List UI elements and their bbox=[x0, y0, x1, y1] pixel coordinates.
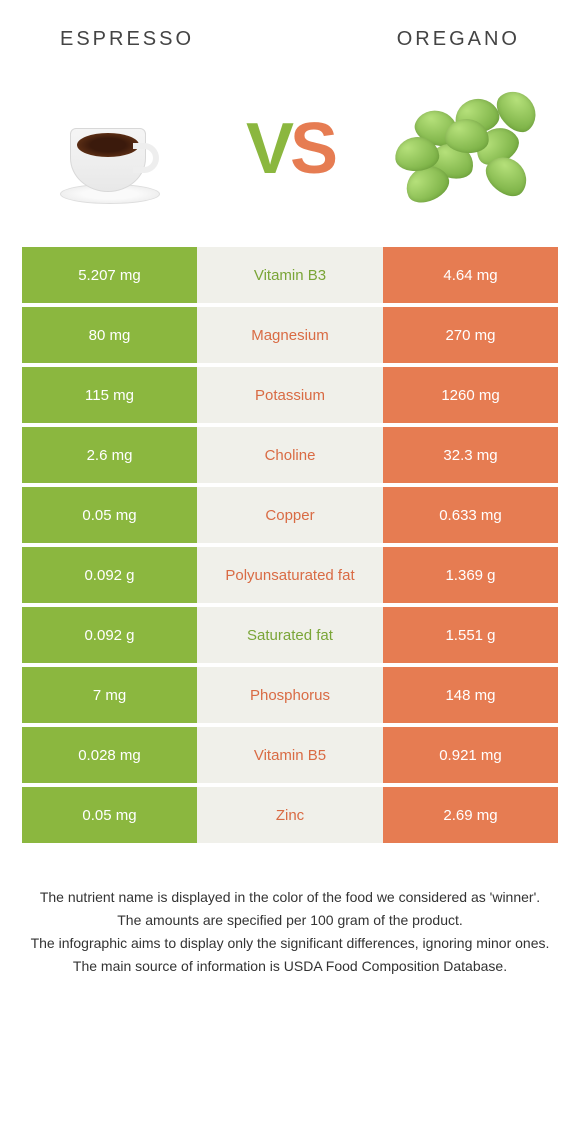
nutrient-row: 2.6 mgCholine32.3 mg bbox=[22, 427, 558, 483]
vs-s-letter: S bbox=[290, 108, 334, 190]
left-value-cell: 5.207 mg bbox=[22, 247, 197, 303]
coffee-icon bbox=[77, 133, 139, 157]
handle-icon bbox=[133, 143, 159, 173]
footer-line: The main source of information is USDA F… bbox=[30, 956, 550, 977]
nutrient-label-cell: Magnesium bbox=[197, 307, 383, 363]
footer-line: The nutrient name is displayed in the co… bbox=[30, 887, 550, 908]
nutrient-row: 115 mgPotassium1260 mg bbox=[22, 367, 558, 423]
nutrient-row: 0.05 mgZinc2.69 mg bbox=[22, 787, 558, 843]
right-value-cell: 1260 mg bbox=[383, 367, 558, 423]
right-food-title: Oregano bbox=[397, 28, 520, 51]
nutrient-row: 0.092 gPolyunsaturated fat1.369 g bbox=[22, 547, 558, 603]
nutrient-label-cell: Vitamin B3 bbox=[197, 247, 383, 303]
vs-label: VS bbox=[246, 108, 334, 190]
right-value-cell: 1.551 g bbox=[383, 607, 558, 663]
nutrient-label-cell: Copper bbox=[197, 487, 383, 543]
footer-line: The infographic aims to display only the… bbox=[30, 933, 550, 954]
nutrient-label-cell: Polyunsaturated fat bbox=[197, 547, 383, 603]
right-value-cell: 2.69 mg bbox=[383, 787, 558, 843]
nutrient-row: 5.207 mgVitamin B34.64 mg bbox=[22, 247, 558, 303]
left-value-cell: 0.028 mg bbox=[22, 727, 197, 783]
left-value-cell: 7 mg bbox=[22, 667, 197, 723]
left-value-cell: 2.6 mg bbox=[22, 427, 197, 483]
right-value-cell: 148 mg bbox=[383, 667, 558, 723]
right-value-cell: 4.64 mg bbox=[383, 247, 558, 303]
nutrient-label-cell: Choline bbox=[197, 427, 383, 483]
right-value-cell: 1.369 g bbox=[383, 547, 558, 603]
nutrient-label-cell: Phosphorus bbox=[197, 667, 383, 723]
nutrient-table: 5.207 mgVitamin B34.64 mg80 mgMagnesium2… bbox=[22, 247, 558, 843]
left-value-cell: 0.092 g bbox=[22, 547, 197, 603]
espresso-image bbox=[30, 79, 190, 219]
nutrient-row: 80 mgMagnesium270 mg bbox=[22, 307, 558, 363]
footer-line: The amounts are specified per 100 gram o… bbox=[30, 910, 550, 931]
nutrient-label-cell: Saturated fat bbox=[197, 607, 383, 663]
nutrient-row: 0.092 gSaturated fat1.551 g bbox=[22, 607, 558, 663]
cup-icon bbox=[70, 128, 146, 192]
nutrient-row: 7 mgPhosphorus148 mg bbox=[22, 667, 558, 723]
nutrient-label-cell: Zinc bbox=[197, 787, 383, 843]
oregano-image bbox=[390, 79, 550, 219]
left-value-cell: 0.05 mg bbox=[22, 487, 197, 543]
header-row: Espresso Oregano bbox=[0, 0, 580, 61]
right-value-cell: 270 mg bbox=[383, 307, 558, 363]
right-value-cell: 0.633 mg bbox=[383, 487, 558, 543]
left-value-cell: 0.092 g bbox=[22, 607, 197, 663]
left-value-cell: 80 mg bbox=[22, 307, 197, 363]
comparison-image-row: VS bbox=[0, 61, 580, 247]
footer-notes: The nutrient name is displayed in the co… bbox=[0, 847, 580, 999]
left-value-cell: 115 mg bbox=[22, 367, 197, 423]
right-value-cell: 0.921 mg bbox=[383, 727, 558, 783]
nutrient-label-cell: Vitamin B5 bbox=[197, 727, 383, 783]
nutrient-label-cell: Potassium bbox=[197, 367, 383, 423]
left-value-cell: 0.05 mg bbox=[22, 787, 197, 843]
right-value-cell: 32.3 mg bbox=[383, 427, 558, 483]
vs-v-letter: V bbox=[246, 108, 290, 190]
nutrient-row: 0.05 mgCopper0.633 mg bbox=[22, 487, 558, 543]
left-food-title: Espresso bbox=[60, 28, 194, 51]
nutrient-row: 0.028 mgVitamin B50.921 mg bbox=[22, 727, 558, 783]
